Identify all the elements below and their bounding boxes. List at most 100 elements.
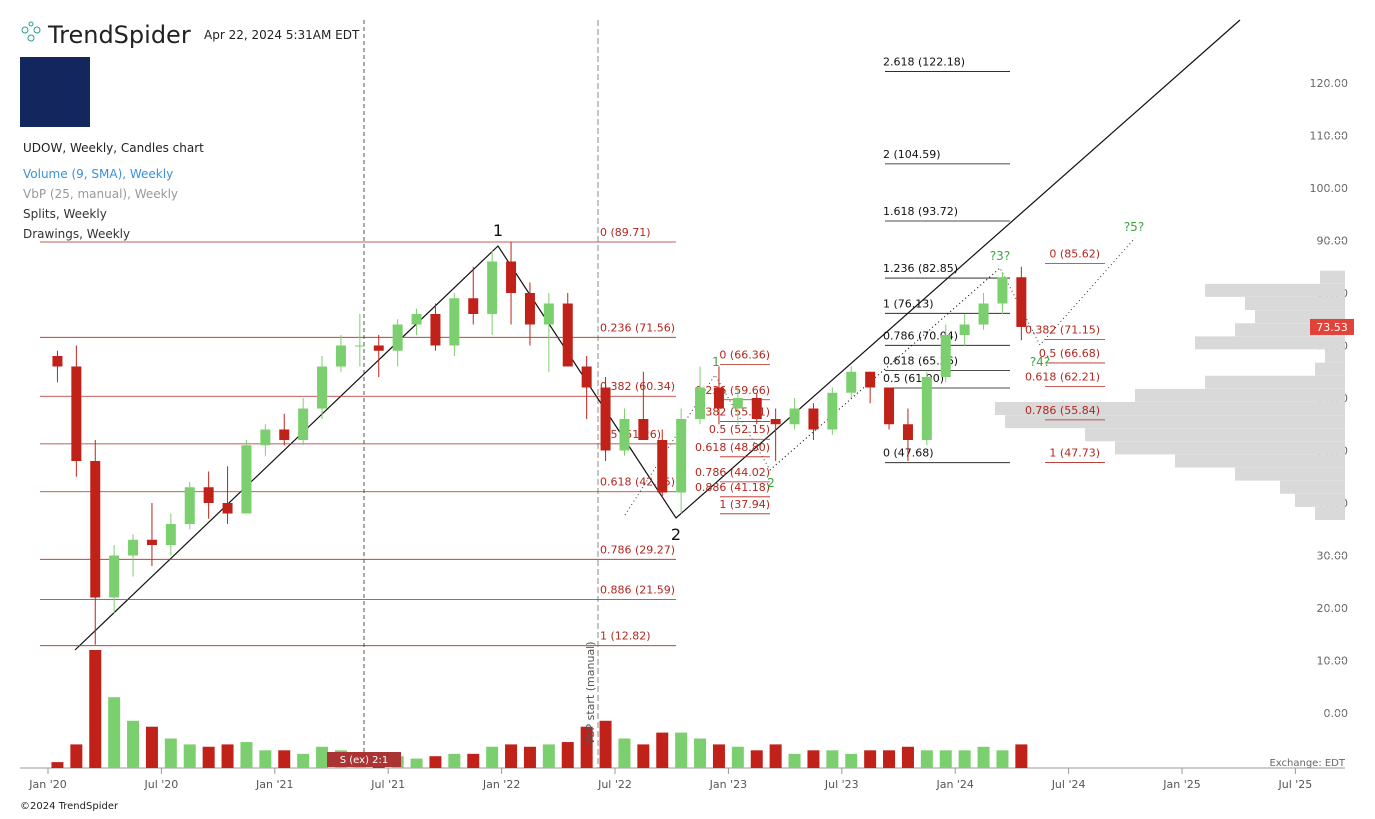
volume-bar <box>901 746 914 768</box>
volume-bar <box>221 744 234 768</box>
price-badge <box>1310 318 1354 335</box>
fib-label: 0.5 (66.68) <box>1039 347 1100 360</box>
split-label: S (ex) 2:1 <box>340 755 389 766</box>
wave-label: 1 <box>493 221 503 240</box>
candle-body <box>430 314 441 346</box>
candle-body <box>638 419 649 440</box>
volume-bar <box>127 720 140 768</box>
volume-bar <box>618 738 631 768</box>
vbp-bar <box>1175 454 1345 468</box>
volume-bar <box>240 742 253 768</box>
vbp-bar <box>1135 388 1345 402</box>
candle-body <box>940 335 951 377</box>
x-tick-label: Jul '24 <box>1051 778 1086 791</box>
exchange: Exchange: EDT <box>1269 758 1345 769</box>
candle-body <box>732 398 743 409</box>
volume-bar <box>750 750 763 768</box>
fib-label: 1.618 (93.72) <box>883 205 958 218</box>
x-tick-label: Jan '25 <box>1162 778 1200 791</box>
indicator[interactable]: Drawings, Weekly <box>23 227 130 241</box>
volume-bar <box>864 750 877 768</box>
volume-bar <box>89 650 102 768</box>
fib-label: 0.886 (41.18) <box>695 481 770 494</box>
candle-body <box>1016 277 1027 327</box>
candle-body <box>997 277 1008 304</box>
volume-bar <box>883 750 896 768</box>
vbp-bar <box>1205 375 1345 389</box>
fib-label: 1 (37.94) <box>719 498 770 511</box>
wave-label: 1 <box>712 355 720 369</box>
fib-label: 0.382 (71.15) <box>1025 323 1100 336</box>
volume-bar <box>958 750 971 768</box>
volume-bar <box>145 726 158 768</box>
volume-bar <box>467 753 480 768</box>
indicator[interactable]: Splits, Weekly <box>23 207 107 221</box>
candle-body <box>335 345 346 367</box>
split-marker <box>327 752 401 767</box>
candle-body <box>128 539 139 556</box>
volume-bar <box>410 758 423 768</box>
symbol-logo <box>20 57 90 127</box>
wave-label: 2 <box>671 525 681 544</box>
candle-body <box>165 524 176 545</box>
candle-body <box>222 503 233 514</box>
volume-bar <box>656 732 669 768</box>
vbp-bar <box>1235 467 1345 481</box>
fib-label: 0.5 (52.15) <box>709 423 770 436</box>
vbp-bar <box>1315 362 1345 376</box>
candle-body <box>808 408 819 430</box>
candle-body <box>884 387 895 425</box>
candle-body <box>487 261 498 314</box>
x-tick-label: Jan '20 <box>28 778 66 791</box>
volume-bar <box>939 750 952 768</box>
fib-label: 0.618 (62.21) <box>1025 370 1100 383</box>
vbp-bar <box>1315 507 1345 520</box>
vbp-bar <box>1085 428 1345 442</box>
volume-bar <box>826 750 839 768</box>
volume-bar <box>259 750 272 768</box>
volume-bar <box>694 738 707 768</box>
indicator[interactable]: Volume (9, SMA), Weekly <box>23 167 173 181</box>
fib-label: 0.786 (44.02) <box>695 466 770 479</box>
volume-bar <box>202 746 215 768</box>
volume-bar <box>675 732 688 768</box>
vbp-bar <box>1115 441 1345 455</box>
candle-body <box>865 371 876 388</box>
volume-bar <box>108 697 121 768</box>
volume-bar <box>486 746 499 768</box>
volume-bar <box>297 753 310 768</box>
copyright: ©2024 TrendSpider <box>20 801 119 812</box>
fib-label: 0.382 (55.51) <box>695 406 770 419</box>
candle-body <box>846 371 857 393</box>
vbp-bar <box>1005 415 1345 429</box>
candle-body <box>392 324 403 351</box>
candle-body <box>959 324 970 335</box>
volume-bar <box>580 726 593 768</box>
candle-body <box>90 461 101 598</box>
brand: TrendSpider <box>47 21 191 49</box>
candle-body <box>506 261 517 293</box>
candle-body <box>71 366 82 461</box>
x-tick-label: Jul '22 <box>597 778 632 791</box>
volume-bar <box>561 742 574 768</box>
candle-body <box>317 366 328 409</box>
price-badge-label: 73.53 <box>1316 321 1348 334</box>
vbp-bar <box>1325 349 1345 363</box>
fib-label: 0.786 (55.84) <box>1025 404 1100 417</box>
volume-bar <box>769 744 782 768</box>
candle-body <box>543 303 554 325</box>
candle-body <box>184 487 195 524</box>
volume-bar <box>731 746 744 768</box>
volume-bar <box>788 753 801 768</box>
volume-bar <box>845 753 858 768</box>
fib-label: 0.382 (60.34) <box>600 380 675 393</box>
candle-body <box>600 387 611 451</box>
chart-name: UDOW, Weekly, Candles chart <box>23 141 204 155</box>
indicator[interactable]: VbP (25, manual), Weekly <box>23 187 178 201</box>
x-tick-label: Jul '25 <box>1278 778 1313 791</box>
x-tick-label: Jan '21 <box>255 778 293 791</box>
fib-label: 0.236 (59.66) <box>695 384 770 397</box>
fib-label: 0.5 (61.90) <box>883 372 944 385</box>
volume-bar <box>316 746 329 768</box>
